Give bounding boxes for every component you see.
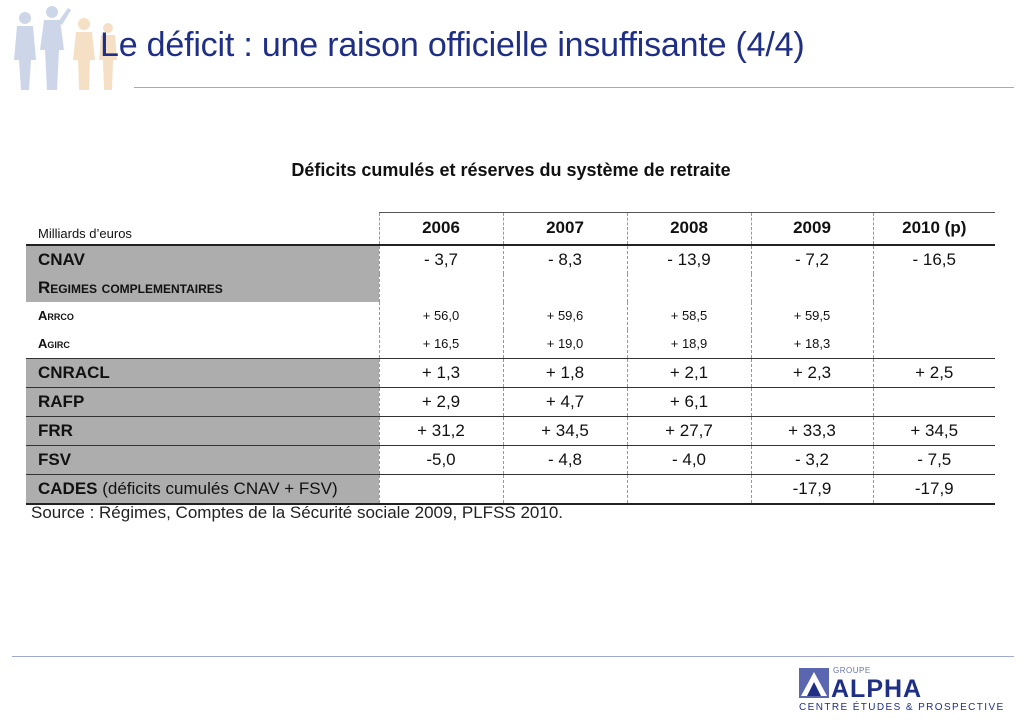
- table-header-row: Milliards d’euros 2006 2007 2008 2009 20…: [26, 212, 995, 246]
- row-label: FRR: [26, 416, 379, 446]
- table-cell: + 2,1: [626, 358, 751, 388]
- source-note: Source : Régimes, Comptes de la Sécurité…: [31, 503, 564, 522]
- table-cell: + 33,3: [750, 416, 873, 446]
- table-cell: + 16,5: [378, 329, 503, 359]
- table-cell: - 3,7: [378, 244, 503, 274]
- people-silhouettes-icon: [14, 6, 117, 90]
- table-cell: + 58,5: [626, 301, 751, 330]
- table-cell: -17,9: [750, 474, 873, 505]
- unit-label: Milliards d’euros: [26, 212, 379, 246]
- table-row: FSV -5,0 - 4,8 - 4,0 - 3,2 - 7,5: [26, 445, 995, 475]
- column-header: 2007: [502, 212, 627, 246]
- table-row: Arrco + 56,0 + 59,6 + 58,5 + 59,5: [26, 301, 995, 330]
- row-label: CNRACL: [26, 358, 379, 388]
- row-label: CNAV: [26, 244, 379, 274]
- row-label-main: CADES: [38, 478, 98, 498]
- logo-subtitle: CENTRE ÉTUDES & PROSPECTIVE: [799, 702, 1005, 713]
- table-row: FRR + 31,2 + 34,5 + 27,7 + 33,3 + 34,5: [26, 416, 995, 446]
- table-cell: [378, 474, 503, 505]
- row-label: CADES (déficits cumulés CNAV + FSV): [26, 474, 379, 505]
- column-header: 2006: [378, 212, 503, 246]
- logo-groupe-text: GROUPE: [833, 666, 871, 675]
- alpha-logo: GROUPE ALPHA CENTRE ÉTUDES & PROSPECTIVE: [799, 662, 1019, 718]
- table-cell: [750, 273, 873, 302]
- table-cell: [872, 387, 995, 417]
- table-cell: + 34,5: [872, 416, 995, 446]
- table-cell: [872, 273, 995, 302]
- table-cell: + 34,5: [502, 416, 627, 446]
- table-cell: [750, 387, 873, 417]
- table-cell: [872, 301, 995, 330]
- footer-divider: [12, 656, 1014, 657]
- table-cell: - 3,2: [750, 445, 873, 475]
- table-row: RAFP + 2,9 + 4,7 + 6,1: [26, 387, 995, 417]
- row-label-note: (déficits cumulés CNAV + FSV): [97, 478, 338, 498]
- table-row: Agirc + 16,5 + 19,0 + 18,9 + 18,3: [26, 329, 995, 359]
- table-cell: - 7,2: [750, 244, 873, 274]
- table-cell: + 4,7: [502, 387, 627, 417]
- slide-title: Le déficit : une raison officielle insuf…: [100, 26, 805, 64]
- column-header: 2008: [626, 212, 751, 246]
- table-cell: [626, 474, 751, 505]
- table-cell: [502, 273, 627, 302]
- table-row: CNAV - 3,7 - 8,3 - 13,9 - 7,2 - 16,5: [26, 244, 995, 274]
- table-cell: + 1,3: [378, 358, 503, 388]
- table-cell: - 13,9: [626, 244, 751, 274]
- table-row: CNRACL + 1,3 + 1,8 + 2,1 + 2,3 + 2,5: [26, 358, 995, 388]
- deficit-table: Milliards d’euros 2006 2007 2008 2009 20…: [26, 212, 995, 505]
- table-row: CADES (déficits cumulés CNAV + FSV) -17,…: [26, 474, 995, 505]
- table-cell: + 18,9: [626, 329, 751, 359]
- row-label: RAFP: [26, 387, 379, 417]
- table-cell: - 16,5: [872, 244, 995, 274]
- table-cell: [502, 474, 627, 505]
- table-cell: [626, 273, 751, 302]
- table-row: Regimes complementaires: [26, 273, 995, 302]
- table-cell: - 4,0: [626, 445, 751, 475]
- table-cell: - 7,5: [872, 445, 995, 475]
- table-cell: + 1,8: [502, 358, 627, 388]
- table-cell: [378, 273, 503, 302]
- table-cell: - 4,8: [502, 445, 627, 475]
- table-cell: + 18,3: [750, 329, 873, 359]
- table-cell: + 56,0: [378, 301, 503, 330]
- row-label: Arrco: [38, 308, 74, 323]
- table-cell: + 19,0: [502, 329, 627, 359]
- table-cell: -5,0: [378, 445, 503, 475]
- table-cell: + 2,3: [750, 358, 873, 388]
- row-label: Regimes complementaires: [26, 273, 379, 302]
- row-label: FSV: [26, 445, 379, 475]
- table-heading: Déficits cumulés et réserves du système …: [291, 160, 731, 180]
- table-cell: + 31,2: [378, 416, 503, 446]
- column-header: 2010 (p): [872, 212, 995, 246]
- table-cell: -17,9: [872, 474, 995, 505]
- title-divider: [134, 87, 1014, 88]
- table-cell: + 2,5: [872, 358, 995, 388]
- table-cell: + 59,5: [750, 301, 873, 330]
- row-label: Agirc: [26, 329, 379, 359]
- table-cell: + 6,1: [626, 387, 751, 417]
- column-header: 2009: [750, 212, 873, 246]
- alpha-logo-mark-icon: [799, 668, 829, 698]
- table-cell: + 59,6: [502, 301, 627, 330]
- table-cell: + 27,7: [626, 416, 751, 446]
- table-cell: [872, 329, 995, 359]
- table-cell: - 8,3: [502, 244, 627, 274]
- logo-name: ALPHA: [831, 675, 923, 703]
- table-cell: + 2,9: [378, 387, 503, 417]
